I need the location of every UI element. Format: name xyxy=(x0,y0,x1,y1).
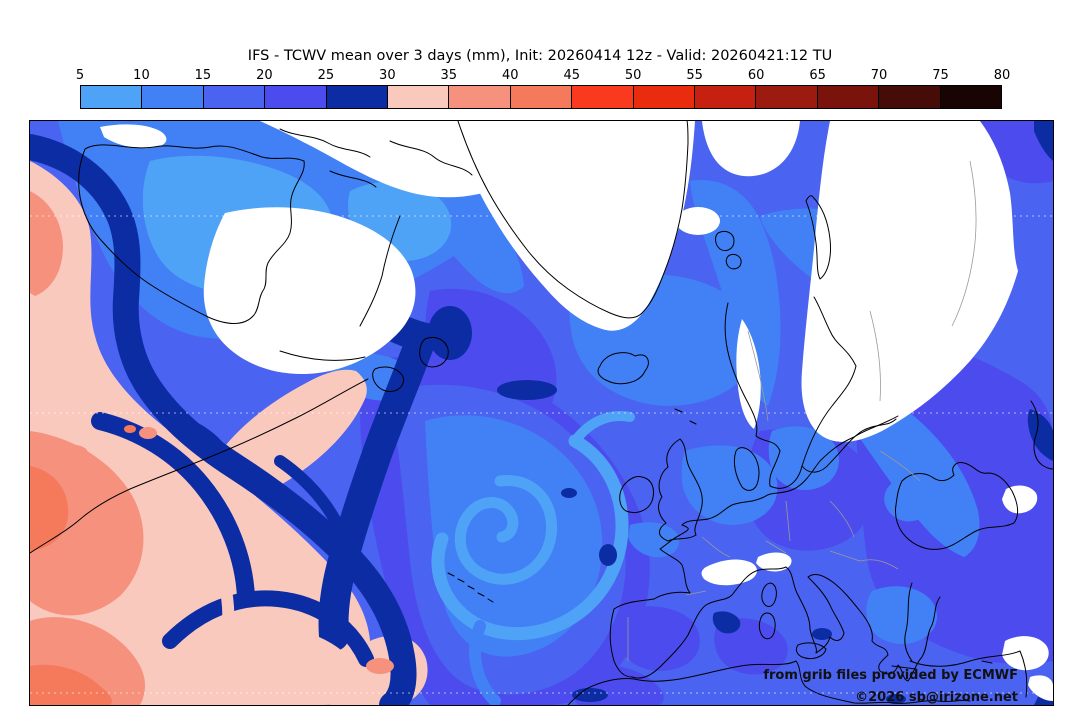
dry-land-regions xyxy=(100,121,1053,701)
tcwv-map-svg xyxy=(30,121,1053,705)
colorbar-tick-label: 5 xyxy=(75,68,85,83)
colorbar-segment xyxy=(449,86,511,108)
colorbar: 5 10 15 20 25 30 35 40 45 50 55 60 65 70 75 80 xyxy=(76,68,1010,110)
colorbar-segment xyxy=(695,86,757,108)
coastlines xyxy=(30,121,1053,705)
atlantic-cyclone-spiral xyxy=(431,411,635,705)
colorbar-tick-label: 70 xyxy=(870,68,888,83)
chart-title: IFS - TCWV mean over 3 days (mm), Init: … xyxy=(247,48,833,64)
colorbar-tick-label: 60 xyxy=(747,68,765,83)
colorbar-tick-label: 55 xyxy=(686,68,703,83)
colorbar-segment xyxy=(142,86,204,108)
colorbar-segment xyxy=(326,86,389,108)
colorbar-tick-label: 25 xyxy=(317,68,335,83)
pink-swirl-arcs xyxy=(114,465,365,686)
colorbar-tick-label: 65 xyxy=(809,68,826,83)
colorbar-tick-label: 45 xyxy=(563,68,580,83)
colorbar-tick-label: 30 xyxy=(379,68,396,83)
colorbar-tick-label: 35 xyxy=(440,68,458,83)
colorbar-segment xyxy=(633,86,696,108)
colorbar-segment xyxy=(756,86,818,108)
colorbar-segment xyxy=(572,86,634,108)
tcwv-map xyxy=(29,120,1054,706)
attribution-copyright: ©2026 sb@irizone.net xyxy=(855,690,1018,705)
colorbar-tick-label: 40 xyxy=(501,68,519,83)
colorbar-tick-label: 75 xyxy=(932,68,949,83)
country-borders xyxy=(627,160,977,661)
colorbar-segment xyxy=(940,86,1002,108)
colorbar-tick-label: 50 xyxy=(624,68,642,83)
latitude-gridlines xyxy=(30,215,1053,694)
colorbar-scale xyxy=(80,85,1002,109)
colorbar-segment xyxy=(203,86,266,108)
attribution-source: from grib files provided by ECMWF xyxy=(763,668,1018,683)
colorbar-segment xyxy=(81,86,143,108)
moisture-35-40-cores xyxy=(30,191,394,705)
colorbar-tick-label: 20 xyxy=(256,68,273,83)
colorbar-segment xyxy=(879,86,941,108)
moisture-40-45-cores xyxy=(30,425,136,705)
colorbar-segment xyxy=(510,86,573,108)
colorbar-segment xyxy=(817,86,880,108)
colorbar-segment xyxy=(265,86,327,108)
colorbar-tick-label: 15 xyxy=(194,68,212,83)
colorbar-tick-labels: 5 10 15 20 25 30 35 40 45 50 55 60 65 70 75 80 xyxy=(76,68,1010,84)
colorbar-tick-label: 10 xyxy=(133,68,150,83)
colorbar-segment xyxy=(388,86,450,108)
navy-swirl-bands xyxy=(30,134,442,705)
colorbar-tick-label: 80 xyxy=(993,68,1011,83)
